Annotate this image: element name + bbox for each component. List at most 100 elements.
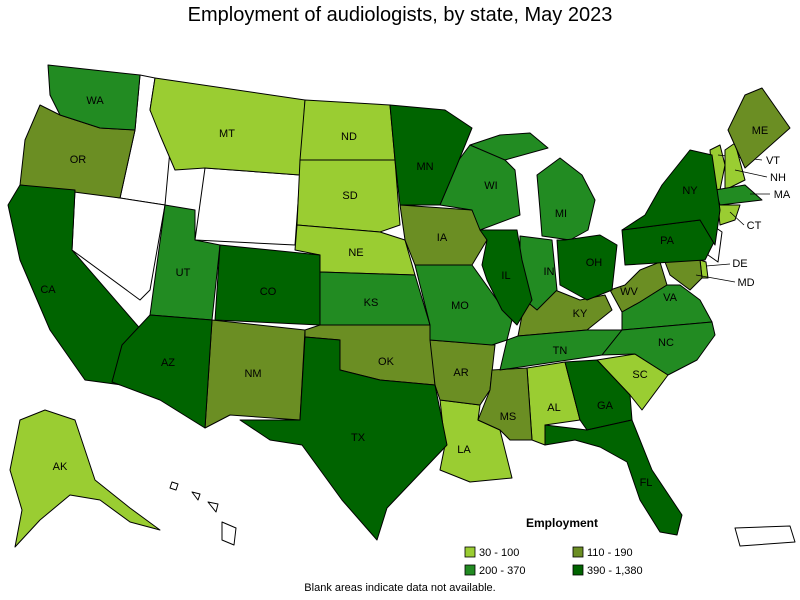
state-shape [111, 314, 213, 429]
legend-title: Employment [526, 516, 598, 530]
state-label: NH [770, 172, 786, 184]
state-label: NC [658, 337, 674, 349]
state-label: KS [364, 297, 379, 309]
state: MN [389, 104, 473, 206]
state-shape [544, 419, 683, 536]
state-shape [734, 525, 796, 547]
state: AZ [111, 314, 213, 429]
state-shape [239, 336, 448, 541]
state: AK [9, 409, 161, 548]
state-label: NM [244, 368, 261, 380]
state: TX [239, 336, 448, 541]
state-label: VA [663, 292, 678, 304]
state: NH [724, 142, 786, 191]
state-label: ND [341, 131, 357, 143]
state-label: VT [766, 155, 780, 167]
state-label: UT [176, 267, 191, 279]
state-label: CO [260, 286, 277, 298]
state-label: IN [544, 266, 555, 278]
state: MT [149, 77, 306, 176]
state: ME [727, 87, 791, 169]
state-label: AZ [161, 357, 175, 369]
state-label: NE [348, 247, 363, 259]
state: PA [621, 219, 716, 266]
state: IL [479, 229, 533, 326]
state-shape [724, 142, 746, 191]
state: GA [564, 359, 633, 431]
state-shape [47, 64, 141, 131]
state-shape [714, 184, 763, 206]
footnote: Blank areas indicate data not available. [304, 582, 495, 594]
state-label: WV [620, 286, 638, 298]
state-label: LA [457, 444, 471, 456]
state-shape [477, 367, 533, 441]
state-label: OK [378, 356, 395, 368]
state: CT [717, 204, 762, 232]
state-label: TN [553, 345, 568, 357]
legend-label: 390 - 1,380 [587, 565, 643, 577]
legend-swatch [572, 564, 584, 576]
state-label: MA [774, 189, 791, 201]
state: ND [299, 99, 396, 161]
state-shape [439, 399, 513, 483]
state: MI [469, 132, 596, 241]
state: OH [556, 234, 618, 301]
legend-swatch [464, 546, 476, 558]
state-label: KY [573, 308, 588, 320]
state: CA [7, 184, 151, 386]
state-label: MS [500, 411, 517, 423]
state-shape [717, 204, 741, 226]
blank-states [71, 74, 796, 547]
state: SD [296, 159, 401, 233]
state-shape [194, 167, 301, 246]
state: AR [429, 339, 496, 406]
state-shape [389, 104, 473, 206]
state-shape [7, 184, 151, 386]
state: NC [601, 321, 716, 376]
state-shape [296, 159, 401, 233]
state: MS [477, 367, 533, 441]
legend: Employment 30 - 100 110 - 190 200 - 370 390… [464, 516, 643, 577]
state-shape [169, 481, 237, 546]
state-label: CT [747, 220, 762, 232]
state: NY [621, 149, 721, 246]
state-shape [601, 321, 716, 376]
state-label: OR [70, 154, 87, 166]
state-shape [469, 132, 596, 241]
state-label: AR [453, 367, 468, 379]
state-label: NY [682, 185, 698, 197]
state-shape [9, 409, 161, 548]
legend-label: 30 - 100 [479, 547, 519, 559]
state-label: MN [416, 161, 433, 173]
map-title: Employment of audiologists, by state, Ma… [188, 4, 613, 26]
state: WA [47, 64, 141, 131]
state: MA [714, 184, 791, 206]
legend-swatch [572, 546, 584, 558]
state-label: SD [342, 190, 357, 202]
state: CO [214, 244, 321, 326]
state: LA [439, 399, 513, 483]
state-shape [479, 229, 533, 326]
state-shape [556, 234, 618, 301]
state-label: DE [732, 258, 747, 270]
state-label: TX [351, 432, 366, 444]
state-label: AK [53, 461, 68, 473]
state-label: FL [640, 477, 653, 489]
state-label: MO [451, 300, 469, 312]
state-shape [214, 244, 321, 326]
state-label: WA [86, 95, 104, 107]
state-label: CA [40, 284, 56, 296]
state: FL [544, 419, 683, 536]
state-label: GA [597, 400, 614, 412]
state-label: MD [737, 277, 754, 289]
state-label: IA [437, 232, 448, 244]
state-label: OH [586, 257, 603, 269]
state-shape [149, 77, 306, 176]
legend-swatch [464, 564, 476, 576]
state-label: IL [501, 270, 510, 282]
state: NM [204, 319, 306, 429]
state-shape [727, 87, 791, 169]
state-label: MT [219, 128, 235, 140]
legend-label: 200 - 370 [479, 565, 525, 577]
